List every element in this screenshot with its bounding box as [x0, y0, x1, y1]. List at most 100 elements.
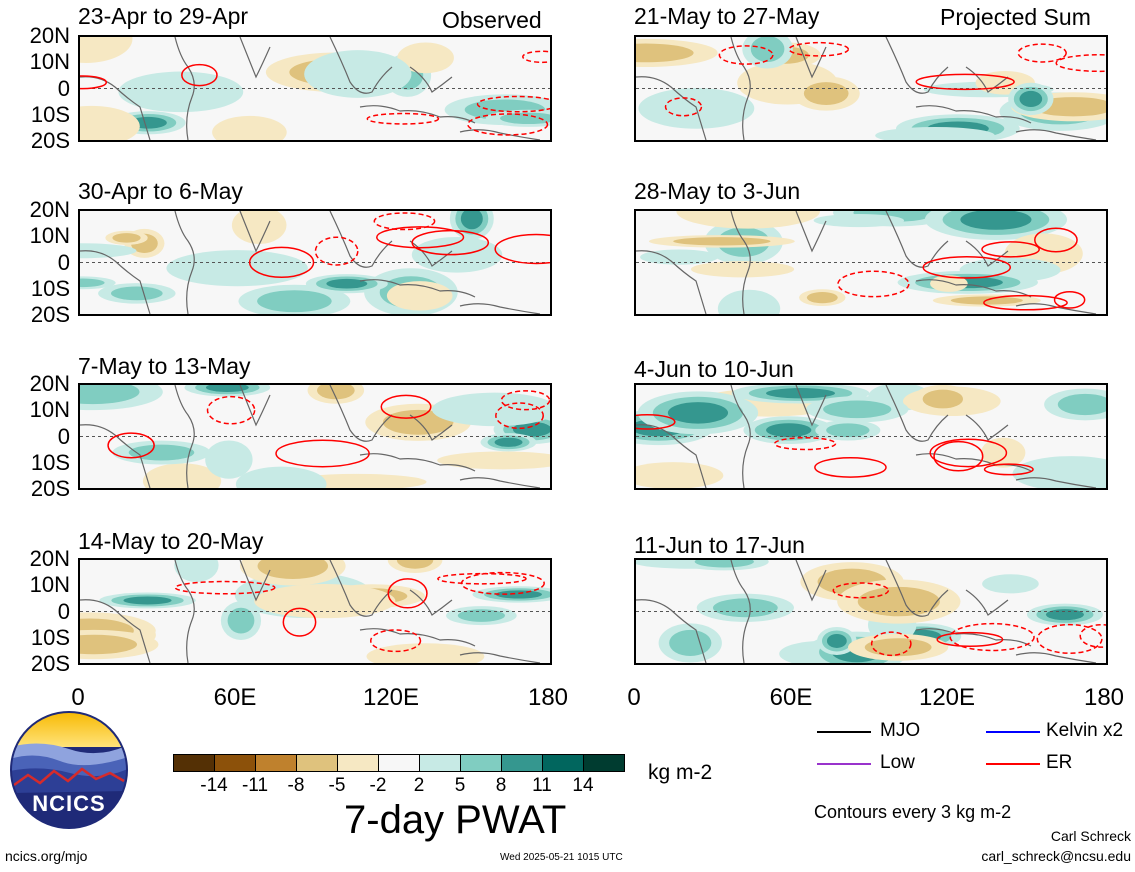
colorbar-tick-label: -2: [369, 775, 387, 796]
pwat-anomaly-shade: [640, 249, 718, 265]
footer-author: Carl Schreck: [1050, 828, 1131, 844]
legend-label-kelvin: Kelvin x2: [1046, 720, 1124, 741]
coastline: [329, 560, 393, 617]
er-contour: [248, 246, 315, 279]
legend-label-mjo: MJO: [880, 720, 921, 741]
colorbar-swatch: [337, 754, 379, 772]
colorbar-tick-label: -11: [241, 775, 269, 796]
lat-tick-10s: 10S: [30, 102, 70, 127]
er-contour: [636, 413, 676, 430]
pwat-map-2: [80, 211, 550, 314]
ncics-logo: NCICS: [10, 711, 128, 829]
pwat-anomaly-shade: [174, 560, 219, 582]
pwat-anomaly-shade: [813, 214, 905, 228]
coastline: [636, 250, 707, 314]
colorbar-tick-label: 11: [532, 775, 552, 796]
coastline: [409, 414, 453, 441]
colorbar-swatch: [419, 754, 461, 772]
coastline: [1015, 477, 1097, 488]
er-contour: [369, 629, 422, 653]
coastline: [459, 477, 541, 488]
lat-tick-0: 0: [57, 599, 70, 624]
coastline: [636, 599, 707, 663]
er-contour: [467, 113, 549, 136]
lon-tick-120e-right: 120E: [918, 684, 976, 711]
lat-tick-20s: 20S: [30, 651, 70, 676]
pwat-anomaly-shade: [231, 211, 287, 245]
er-contour: [275, 439, 370, 468]
er-contour: [1055, 54, 1106, 73]
pwat-anomaly-shade: [205, 385, 249, 392]
pwat-anomaly-shade: [1012, 456, 1106, 488]
colorbar-tick-label: -5: [328, 775, 346, 796]
er-contour: [206, 395, 256, 425]
pwat-anomaly-shade: [457, 609, 505, 622]
panel-title-3: 7-May to 13-May: [78, 353, 251, 379]
pwat-anomaly-shade: [235, 466, 327, 488]
pwat-anomaly-shade: [80, 105, 140, 140]
lat-tick-10s: 10S: [30, 276, 70, 301]
colorbar-swatch: [460, 754, 502, 772]
er-contour: [80, 75, 108, 90]
footer-email: carl_schreck@ncsu.edu: [981, 848, 1131, 864]
map-panel-8: [634, 558, 1108, 665]
legend-swatch-low: [817, 763, 871, 765]
lat-tick-20s: 20S: [30, 476, 70, 501]
pwat-anomaly-shade: [142, 463, 222, 488]
colorbar-title: 7-day PWAT: [344, 798, 567, 842]
er-contour: [174, 580, 276, 595]
pwat-anomaly-shade: [437, 451, 550, 470]
pwat-anomaly-shade: [864, 638, 932, 657]
coastline: [915, 279, 1032, 298]
lat-tick-20n: 20N: [29, 197, 70, 222]
coastline: [359, 279, 476, 298]
colorbar-swatch: [583, 754, 625, 772]
coastline: [239, 211, 271, 253]
pwat-anomaly-shade: [500, 112, 550, 124]
pwat-anomaly-shade: [930, 275, 968, 292]
pwat-anomaly-shade: [823, 400, 892, 419]
coastline: [459, 129, 541, 140]
lat-tick-10n: 10N: [29, 572, 70, 597]
er-contour: [522, 50, 550, 64]
pwat-anomaly-shade: [257, 290, 332, 313]
coastline: [1015, 652, 1097, 663]
lat-tick-10n: 10N: [29, 223, 70, 248]
map-panel-6: [634, 209, 1108, 316]
pwat-anomaly-shade: [636, 43, 694, 63]
colorbar-swatch: [378, 754, 420, 772]
legend-swatch-kelvin: [986, 731, 1040, 733]
er-contour: [495, 402, 544, 430]
lat-tick-20n: 20N: [29, 371, 70, 396]
colorbar-swatch: [501, 754, 543, 772]
coastline: [965, 414, 1009, 441]
coastline: [174, 211, 195, 314]
column-header-observed: Observed: [442, 7, 542, 33]
pwat-anomaly-shade: [397, 42, 454, 74]
lat-tick-20s: 20S: [30, 302, 70, 327]
er-contour: [366, 112, 440, 125]
er-contour: [814, 456, 887, 478]
er-contour: [983, 294, 1068, 311]
pwat-anomaly-shade: [922, 389, 964, 409]
map-panel-1: [78, 35, 552, 142]
pwat-anomaly-shade: [826, 423, 870, 438]
coastline: [885, 385, 949, 442]
coastline: [885, 37, 949, 94]
pwat-map-8: [636, 560, 1106, 663]
lat-tick-20n: 20N: [29, 546, 70, 571]
lat-tick-0: 0: [57, 250, 70, 275]
er-contour: [718, 45, 774, 65]
colorbar-units: kg m-2: [648, 761, 713, 784]
pwat-anomaly-shade: [495, 590, 543, 599]
coastline: [795, 560, 827, 602]
er-contour: [373, 212, 436, 231]
contour-note: Contours every 3 kg m-2: [814, 802, 1012, 822]
pwat-anomaly-shade: [857, 586, 940, 617]
pwat-anomaly-shade: [875, 127, 995, 140]
colorbar-tick-label: 5: [454, 775, 466, 796]
er-contour: [933, 440, 984, 472]
lat-tick-20n: 20N: [29, 23, 70, 48]
lat-tick-10n: 10N: [29, 49, 70, 74]
lon-tick-120e-left: 120E: [362, 684, 420, 711]
